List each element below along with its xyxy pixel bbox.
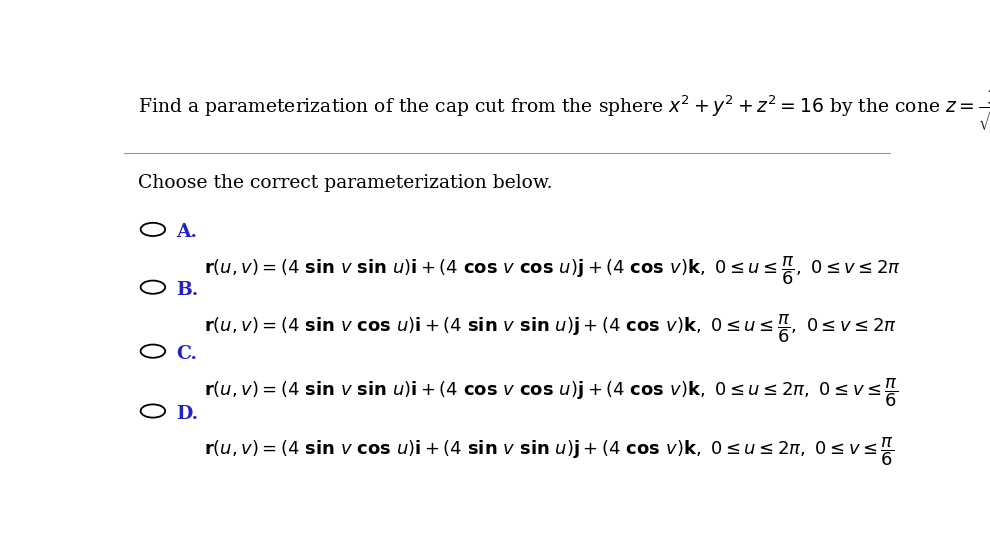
Text: Choose the correct parameterization below.: Choose the correct parameterization belo… <box>138 174 552 192</box>
Text: $\mathbf{r}(u,v) = (4\ \mathbf{sin}\ v\ \mathbf{sin}\ u)\mathbf{i} + (4\ \mathbf: $\mathbf{r}(u,v) = (4\ \mathbf{sin}\ v\ … <box>204 376 899 408</box>
Text: $\mathbf{r}(u,v) = (4\ \mathbf{sin}\ v\ \mathbf{cos}\ u)\mathbf{i} + (4\ \mathbf: $\mathbf{r}(u,v) = (4\ \mathbf{sin}\ v\ … <box>204 436 895 468</box>
Text: $\mathbf{r}(u,v) = (4\ \mathbf{sin}\ v\ \mathbf{sin}\ u)\mathbf{i} + (4\ \mathbf: $\mathbf{r}(u,v) = (4\ \mathbf{sin}\ v\ … <box>204 254 901 287</box>
Text: B.: B. <box>176 281 198 299</box>
Text: C.: C. <box>176 345 197 363</box>
Text: D.: D. <box>176 405 198 423</box>
Text: A.: A. <box>176 223 197 241</box>
Text: $\mathbf{r}(u,v) = (4\ \mathbf{sin}\ v\ \mathbf{cos}\ u)\mathbf{i} + (4\ \mathbf: $\mathbf{r}(u,v) = (4\ \mathbf{sin}\ v\ … <box>204 312 897 345</box>
Text: Find a parameterization of the cap cut from the sphere $x^2 + y^2 + z^2 = 16$ by: Find a parameterization of the cap cut f… <box>138 87 990 133</box>
